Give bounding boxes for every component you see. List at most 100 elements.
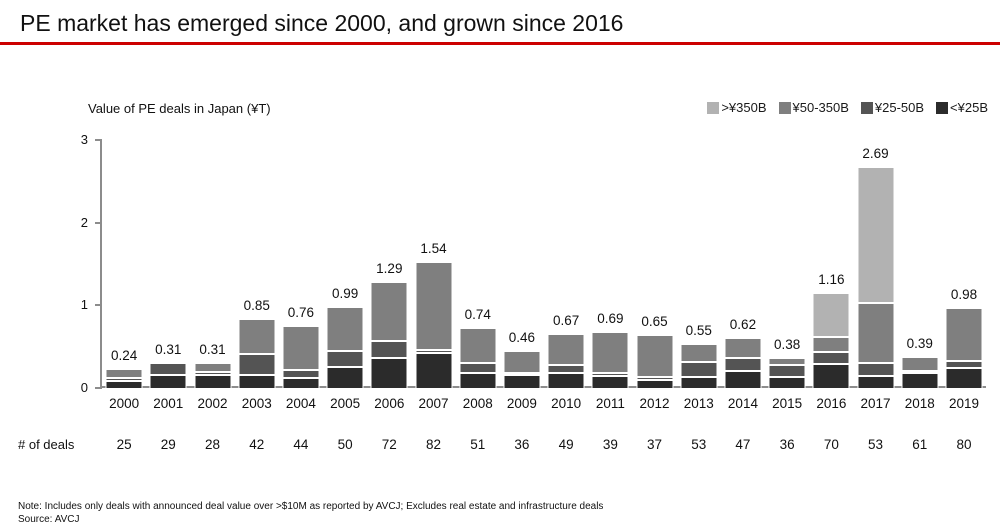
x-tick-label-2016: 2016	[816, 396, 847, 411]
bar-segment-2014-1	[724, 369, 762, 388]
bar-stack-2014	[724, 336, 762, 388]
bar-segment-2013-3	[680, 342, 718, 361]
bar-stack-2012	[636, 334, 674, 388]
deals-value-2008: 51	[470, 437, 486, 452]
bar-stack-2006	[370, 281, 408, 388]
bar-segment-2019-3	[945, 307, 983, 360]
bar-segment-2006-1	[370, 356, 408, 388]
y-tick-mark	[95, 387, 102, 389]
bar-segment-2011-3	[591, 331, 629, 372]
deals-value-2000: 25	[116, 437, 132, 452]
bar-stack-2003	[238, 317, 276, 388]
bar-segment-2007-1	[415, 351, 453, 388]
bar-segment-2016-1	[812, 363, 850, 388]
bar-stack-2009	[503, 349, 541, 388]
legend-item-3: <¥25B	[936, 100, 988, 115]
bar-stack-2008	[459, 326, 497, 388]
bar-stack-2005	[326, 306, 364, 388]
bar-stack-2017	[857, 165, 895, 388]
deals-value-2018: 61	[912, 437, 928, 452]
x-tick-label-2005: 2005	[330, 396, 361, 411]
legend-label: >¥350B	[721, 100, 767, 115]
bar-2014: 0.62	[721, 140, 765, 388]
bar-2006: 1.29	[367, 140, 411, 388]
x-tick-label-2000: 2000	[109, 396, 140, 411]
bar-segment-2010-2	[547, 364, 585, 373]
bar-2008: 0.74	[456, 140, 500, 388]
deals-value-2004: 44	[293, 437, 309, 452]
bar-segment-2005-1	[326, 365, 364, 388]
bar-segment-2016-2	[812, 350, 850, 364]
deals-value-2010: 49	[558, 437, 574, 452]
bar-segment-2013-2	[680, 360, 718, 376]
bar-segment-2013-1	[680, 375, 718, 388]
bar-value-label-2008: 0.74	[464, 306, 491, 322]
bar-value-label-2000: 0.24	[110, 348, 138, 364]
deals-row-values: 25 29 28 42 44 50 72 82 51 36 49 39 37 53 47 36 70 53 61 80	[102, 437, 986, 452]
bar-2000: 0.24	[102, 140, 146, 388]
bar-segment-2015-1	[768, 376, 806, 388]
bar-segment-2006-3	[370, 281, 408, 341]
legend-label: ¥25-50B	[874, 100, 925, 115]
legend-item-1: ¥50-350B	[778, 100, 849, 115]
bar-stack-2018	[901, 355, 939, 388]
bar-segment-2015-2	[768, 364, 806, 377]
x-axis-labels: 2000 2001 2002 2003 2004 2005 2006 2007 2008 2009…	[102, 396, 986, 411]
x-tick-label-2004: 2004	[285, 396, 316, 411]
x-tick-label-2001: 2001	[153, 396, 184, 411]
x-tick-label-2015: 2015	[772, 396, 803, 411]
deals-value-2011: 39	[602, 437, 618, 452]
bar-value-label-2009: 0.46	[508, 329, 536, 345]
bar-stack-2007	[415, 260, 453, 388]
bar-segment-2006-2	[370, 340, 408, 357]
deals-value-2007: 82	[426, 437, 442, 452]
bar-2003: 0.85	[235, 140, 279, 388]
bar-segment-2009-1	[503, 373, 541, 388]
bar-2005: 0.99	[323, 140, 367, 388]
bar-value-label-2016: 1.16	[818, 272, 845, 288]
legend-swatch-icon	[707, 101, 720, 114]
bar-segment-2000-3	[105, 368, 143, 378]
bar-value-label-2018: 0.39	[906, 335, 933, 351]
bar-segment-2012-2	[636, 376, 674, 379]
bar-value-label-2003: 0.85	[243, 297, 270, 313]
bar-value-label-2001: 0.31	[155, 342, 182, 358]
bar-2019: 0.98	[942, 140, 986, 388]
bar-segment-2011-2	[591, 371, 629, 375]
bar-value-label-2006: 1.29	[376, 261, 403, 277]
footnote: Note: Includes only deals with announced…	[18, 501, 604, 512]
bar-segment-2018-3	[901, 355, 939, 370]
deals-value-2002: 28	[204, 437, 221, 452]
deals-value-2006: 72	[381, 437, 397, 452]
bar-2002: 0.31	[190, 140, 234, 388]
x-tick-label-2003: 2003	[241, 396, 272, 411]
y-tick-label-2: 2	[80, 214, 88, 230]
bar-segment-2017-3	[857, 302, 895, 363]
x-tick-label-2008: 2008	[462, 396, 493, 411]
bar-stack-2001	[149, 362, 187, 388]
bar-value-label-2005: 0.99	[331, 286, 359, 302]
bar-2001: 0.31	[146, 140, 190, 388]
bar-segment-2004-1	[282, 377, 320, 388]
deals-value-2019: 80	[956, 437, 972, 452]
bar-stack-2019	[945, 307, 983, 388]
bar-segment-2009-3	[503, 349, 541, 372]
deals-value-2009: 36	[514, 437, 530, 452]
bar-segment-2012-1	[636, 378, 674, 388]
bar-segment-2002-2	[194, 370, 231, 374]
bar-segment-2000-2	[105, 377, 143, 380]
bar-segment-2017-2	[857, 362, 895, 375]
x-tick-label-2013: 2013	[683, 396, 714, 411]
bar-value-label-2002: 0.31	[199, 342, 226, 358]
bar-segment-2017-1	[857, 374, 895, 388]
bar-segment-2008-2	[459, 362, 497, 372]
bar-segment-2000-1	[105, 379, 143, 388]
x-tick-label-2014: 2014	[727, 396, 758, 411]
bar-2009: 0.46	[500, 140, 544, 388]
bar-value-label-2004: 0.76	[287, 305, 315, 321]
bar-segment-2005-2	[326, 350, 364, 366]
x-tick-label-2017: 2017	[860, 396, 891, 411]
bar-segment-2005-3	[326, 306, 364, 351]
bar-segment-2004-2	[282, 369, 320, 378]
x-tick-label-2019: 2019	[948, 396, 979, 411]
